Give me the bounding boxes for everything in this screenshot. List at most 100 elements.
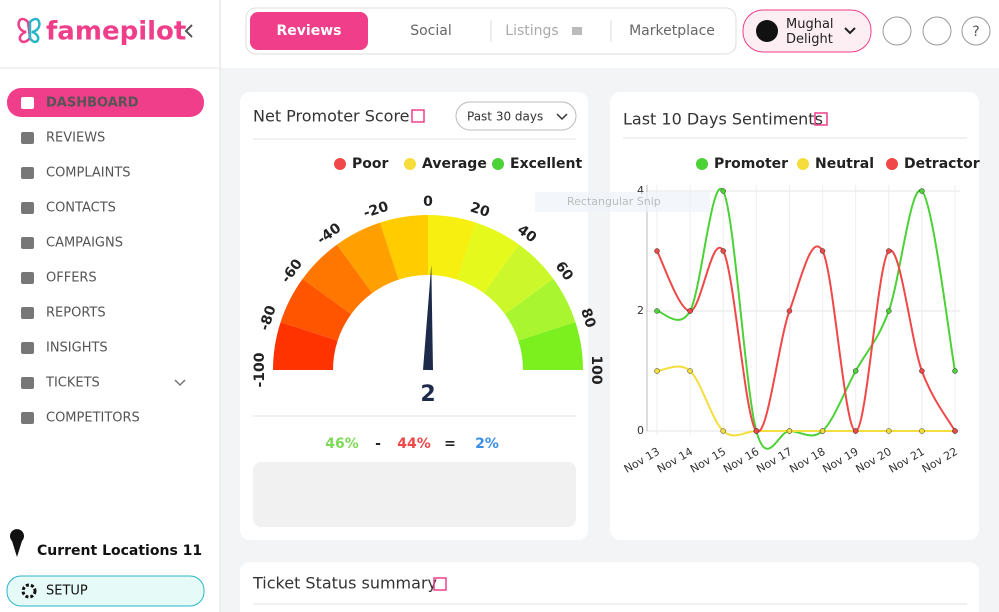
menu-item[interactable]: COMPETITORS xyxy=(46,411,140,426)
menu-icon xyxy=(21,237,34,249)
data-point xyxy=(852,428,859,434)
legend-dot xyxy=(334,158,346,170)
data-point xyxy=(654,248,660,254)
data-point xyxy=(720,428,726,434)
period-chevron xyxy=(556,113,568,121)
tab[interactable]: Listings xyxy=(505,23,558,39)
gauge-segment xyxy=(380,215,428,280)
menu-icon xyxy=(21,272,34,284)
external-link[interactable] xyxy=(433,577,447,591)
legend-label: Detractor xyxy=(904,156,980,172)
formula-box xyxy=(253,462,576,527)
data-point xyxy=(919,188,925,194)
legend-label: Promoter xyxy=(714,156,788,172)
gauge-segment xyxy=(273,322,338,370)
data-point xyxy=(886,428,892,434)
data-point xyxy=(654,308,660,314)
business-name[interactable]: Mughal Delight xyxy=(786,17,834,47)
legend-dot xyxy=(492,158,504,170)
gear-icon xyxy=(21,583,37,599)
menu-item[interactable]: COMPLAINTS xyxy=(46,166,131,181)
gauge-segment xyxy=(483,244,554,315)
gauge-segment xyxy=(428,215,476,280)
setup-button[interactable] xyxy=(6,575,205,607)
legend-dot xyxy=(797,158,809,170)
y-tick-label: 4 xyxy=(637,184,644,197)
data-point xyxy=(819,248,826,254)
nps-figure: - xyxy=(375,436,381,452)
tab[interactable]: Social xyxy=(410,23,452,39)
gauge-segment xyxy=(336,222,399,294)
gauge-tick-label: 100 xyxy=(588,355,604,384)
menu-item[interactable]: INSIGHTS xyxy=(46,341,108,356)
menu-icon xyxy=(21,377,34,389)
gauge-tick-label: 20 xyxy=(468,200,492,221)
external-link[interactable] xyxy=(411,109,425,123)
business-pill[interactable] xyxy=(742,9,872,53)
legend-label: Excellent xyxy=(510,156,582,172)
ticket-card xyxy=(240,562,979,612)
menu-item[interactable]: REVIEWS xyxy=(46,131,105,146)
snip-tooltip xyxy=(535,192,710,212)
menu-item[interactable]: TICKETS xyxy=(45,376,100,391)
home-button[interactable] xyxy=(882,16,912,46)
series-line xyxy=(656,187,956,450)
menu-icon xyxy=(21,132,34,144)
data-point xyxy=(919,368,925,374)
legend-label: Average xyxy=(422,156,487,172)
period[interactable]: Past 30 days xyxy=(467,110,543,124)
gauge-segment xyxy=(518,322,583,370)
menu-icon xyxy=(21,97,34,109)
tickets-chevron xyxy=(174,379,186,387)
menu-icon xyxy=(21,412,34,424)
notification-button[interactable] xyxy=(922,16,952,46)
menu-icon xyxy=(21,342,34,354)
menu-item[interactable]: CONTACTS xyxy=(46,201,116,216)
setup[interactable]: SETUP xyxy=(46,584,88,599)
series-line xyxy=(656,365,955,437)
data-point xyxy=(720,248,726,254)
gauge-tick-label: -80 xyxy=(257,303,280,332)
tab[interactable]: Marketplace xyxy=(629,23,715,39)
menu-icon xyxy=(21,202,34,214)
collapse[interactable] xyxy=(184,24,193,38)
logo xyxy=(17,17,41,44)
menu-icon xyxy=(21,307,34,319)
locations: Current Locations 11 xyxy=(37,543,202,559)
data-point xyxy=(786,428,793,434)
needle xyxy=(423,265,433,371)
legend-dot xyxy=(886,158,898,170)
external-link[interactable] xyxy=(814,112,828,126)
y-tick-label: 0 xyxy=(637,424,644,437)
data-point xyxy=(687,308,693,314)
menu-item[interactable]: REPORTS xyxy=(46,306,106,321)
tab[interactable]: Reviews xyxy=(277,23,342,39)
y-tick-label: 2 xyxy=(637,304,644,317)
period-select[interactable] xyxy=(455,101,577,131)
data-point xyxy=(720,188,726,194)
help-button[interactable] xyxy=(961,16,991,46)
menu-item[interactable]: CAMPAIGNS xyxy=(46,236,123,251)
location-icon xyxy=(10,529,24,557)
active-menu xyxy=(7,88,204,117)
menu-item[interactable]: OFFERS xyxy=(46,271,97,286)
snip-text: Rectangular Snip xyxy=(567,195,661,208)
nps-figure: 2% xyxy=(475,436,499,452)
nps-figure: = xyxy=(444,436,456,452)
gauge-value: 2 xyxy=(420,382,435,407)
active-tab xyxy=(250,12,368,50)
data-point xyxy=(654,368,660,374)
gauge-segment xyxy=(504,278,576,341)
legend-dot xyxy=(404,158,416,170)
menu-item[interactable]: DASHBOARD xyxy=(46,96,139,111)
nps-card xyxy=(240,92,588,540)
nps-title: Net Promoter Score xyxy=(253,107,410,126)
business-chevron[interactable] xyxy=(844,27,856,35)
ticket-title: Ticket Status summary xyxy=(252,574,437,593)
legend-dot xyxy=(696,158,708,170)
gauge-tick-label: -20 xyxy=(362,199,391,222)
data-point xyxy=(753,428,760,434)
brand: famepilot xyxy=(46,17,186,47)
data-point xyxy=(886,248,892,254)
